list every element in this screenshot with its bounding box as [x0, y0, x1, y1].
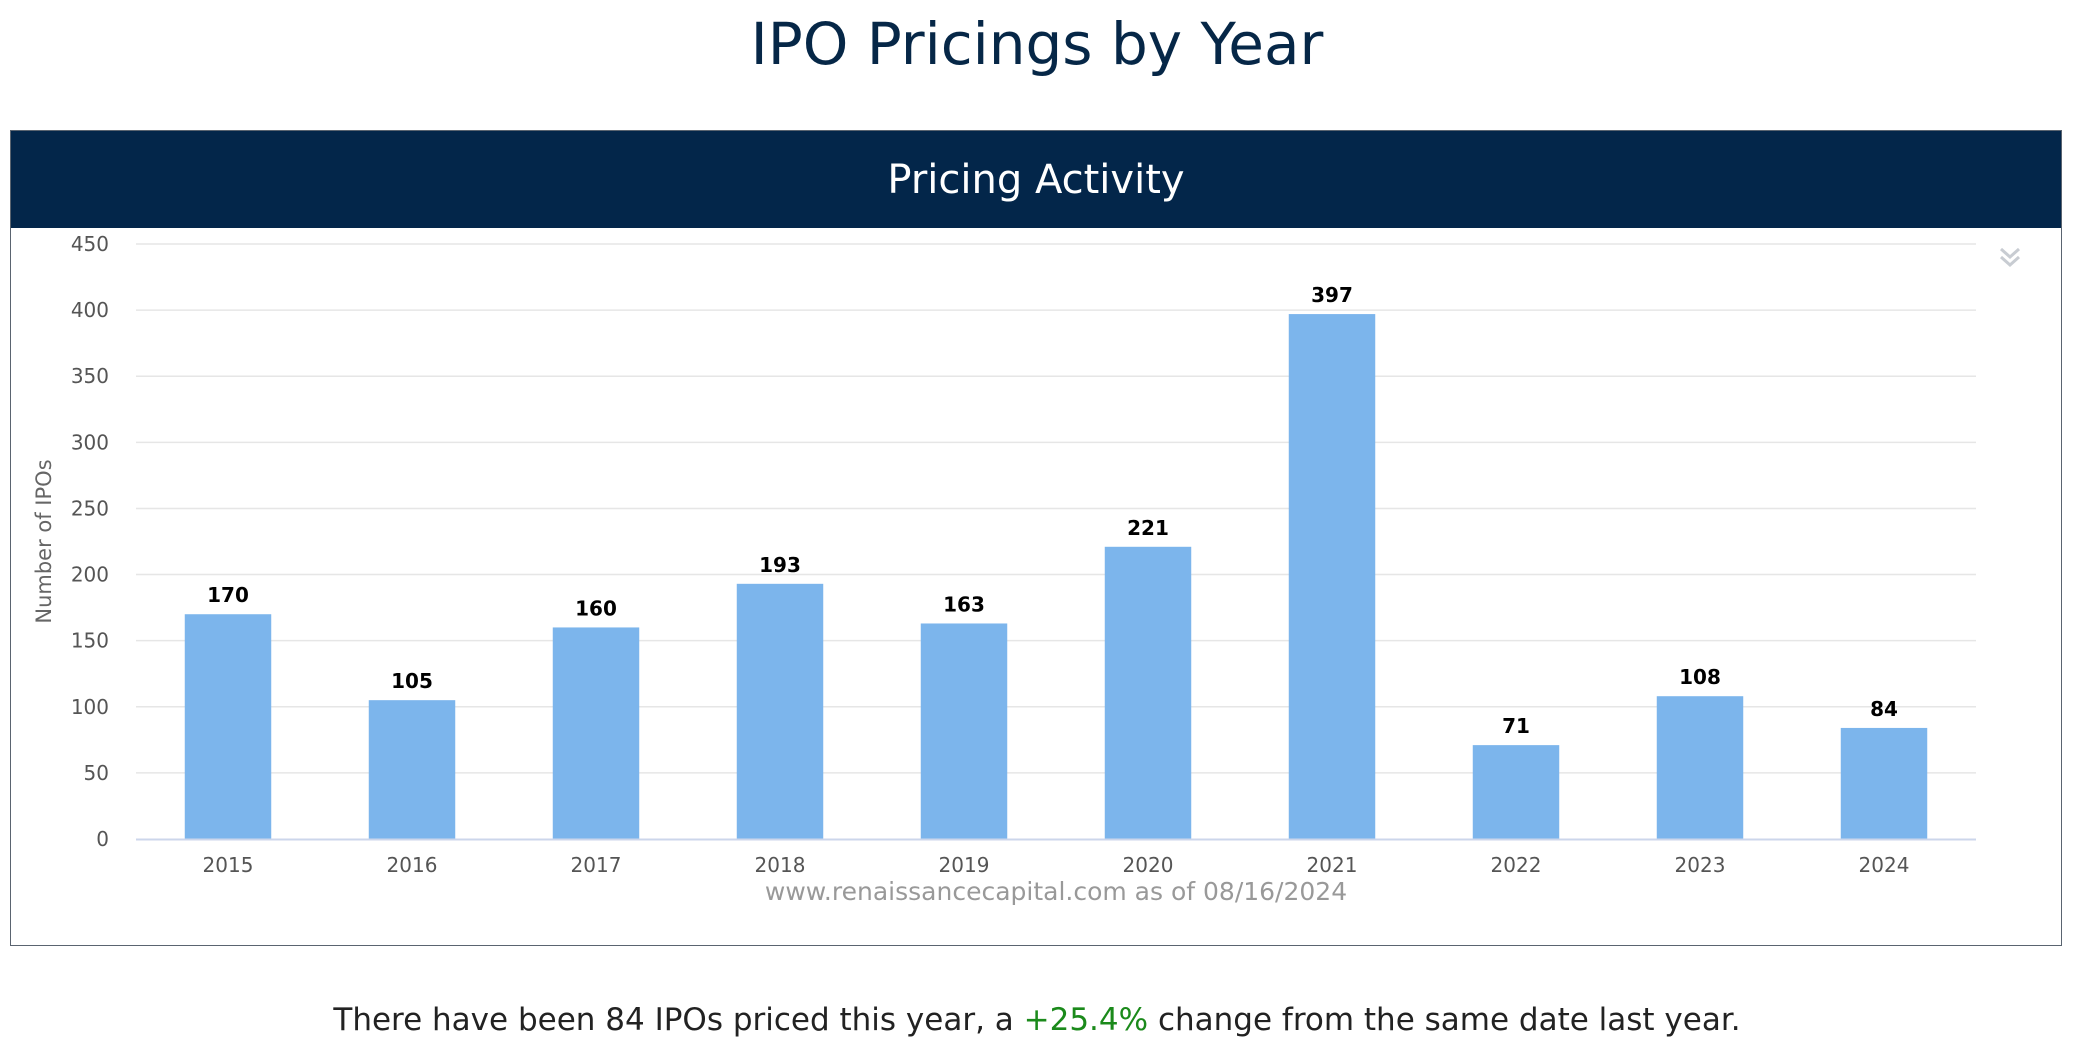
bar-2019[interactable] — [920, 623, 1008, 839]
y-tick-label: 350 — [71, 364, 109, 388]
y-tick-label: 400 — [71, 298, 109, 322]
y-tick-label: 0 — [96, 827, 109, 851]
gridlines — [136, 243, 1976, 774]
x-tick-label: 2024 — [1859, 853, 1910, 877]
data-label: 108 — [1679, 665, 1721, 689]
bar-2022[interactable] — [1472, 745, 1560, 839]
y-tick-label: 150 — [71, 629, 109, 653]
summary-change: +25.4% — [1023, 1002, 1149, 1038]
bar-2016[interactable] — [368, 700, 456, 839]
bar-2020[interactable] — [1104, 546, 1192, 839]
y-tick-label: 50 — [84, 761, 109, 785]
bar-2023[interactable] — [1656, 696, 1744, 839]
chart-panel: Pricing Activity 0 50 100 150 200 250 300 350 40… — [10, 130, 2062, 946]
chart-credit: www.renaissancecapital.com as of 08/16/2… — [765, 877, 1347, 906]
data-label: 170 — [207, 583, 249, 607]
summary-suffix: change from the same date last year. — [1148, 1002, 1741, 1038]
bar-2017[interactable] — [552, 627, 640, 839]
y-axis-ticks: 0 50 100 150 200 250 300 350 400 450 — [71, 232, 109, 851]
data-labels: 170 105 160 193 163 221 397 71 108 84 — [207, 283, 1898, 738]
x-axis-ticks: 2015 2016 2017 2018 2019 2020 2021 2022 2023 2024 — [203, 853, 1910, 877]
bars — [184, 314, 1928, 839]
data-label: 71 — [1502, 714, 1530, 738]
data-label: 397 — [1311, 283, 1353, 307]
bar-2018[interactable] — [736, 583, 824, 839]
y-tick-label: 250 — [71, 496, 109, 520]
y-axis-title: Number of IPOs — [32, 459, 56, 623]
data-label: 221 — [1127, 516, 1169, 540]
y-tick-label: 100 — [71, 695, 109, 719]
y-tick-label: 450 — [71, 232, 109, 256]
double-chevron-down-icon[interactable] — [1995, 243, 2025, 273]
chart-title: Pricing Activity — [887, 156, 1185, 203]
x-tick-label: 2020 — [1123, 853, 1174, 877]
bar-chart: 0 50 100 150 200 250 300 350 400 450 Number of IP… — [32, 232, 1976, 906]
summary-text: There have been 84 IPOs priced this year… — [0, 1002, 2074, 1038]
x-tick-label: 2021 — [1307, 853, 1358, 877]
data-label: 160 — [575, 596, 617, 620]
x-tick-label: 2018 — [755, 853, 806, 877]
data-label: 193 — [759, 553, 801, 577]
data-label: 163 — [943, 592, 985, 616]
panel-header: Pricing Activity — [11, 131, 2061, 228]
data-label: 105 — [391, 669, 433, 693]
summary-prefix: There have been 84 IPOs priced this year… — [333, 1002, 1024, 1038]
y-tick-label: 300 — [71, 430, 109, 454]
bar-2021[interactable] — [1288, 314, 1376, 839]
x-tick-label: 2015 — [203, 853, 254, 877]
bar-2015[interactable] — [184, 614, 272, 839]
x-tick-label: 2019 — [939, 853, 990, 877]
x-tick-label: 2017 — [571, 853, 622, 877]
bar-2024[interactable] — [1840, 727, 1928, 839]
y-tick-label: 200 — [71, 563, 109, 587]
x-tick-label: 2023 — [1675, 853, 1726, 877]
page-title: IPO Pricings by Year — [750, 10, 1324, 78]
x-tick-label: 2022 — [1491, 853, 1542, 877]
data-label: 84 — [1870, 697, 1898, 721]
x-tick-label: 2016 — [387, 853, 438, 877]
